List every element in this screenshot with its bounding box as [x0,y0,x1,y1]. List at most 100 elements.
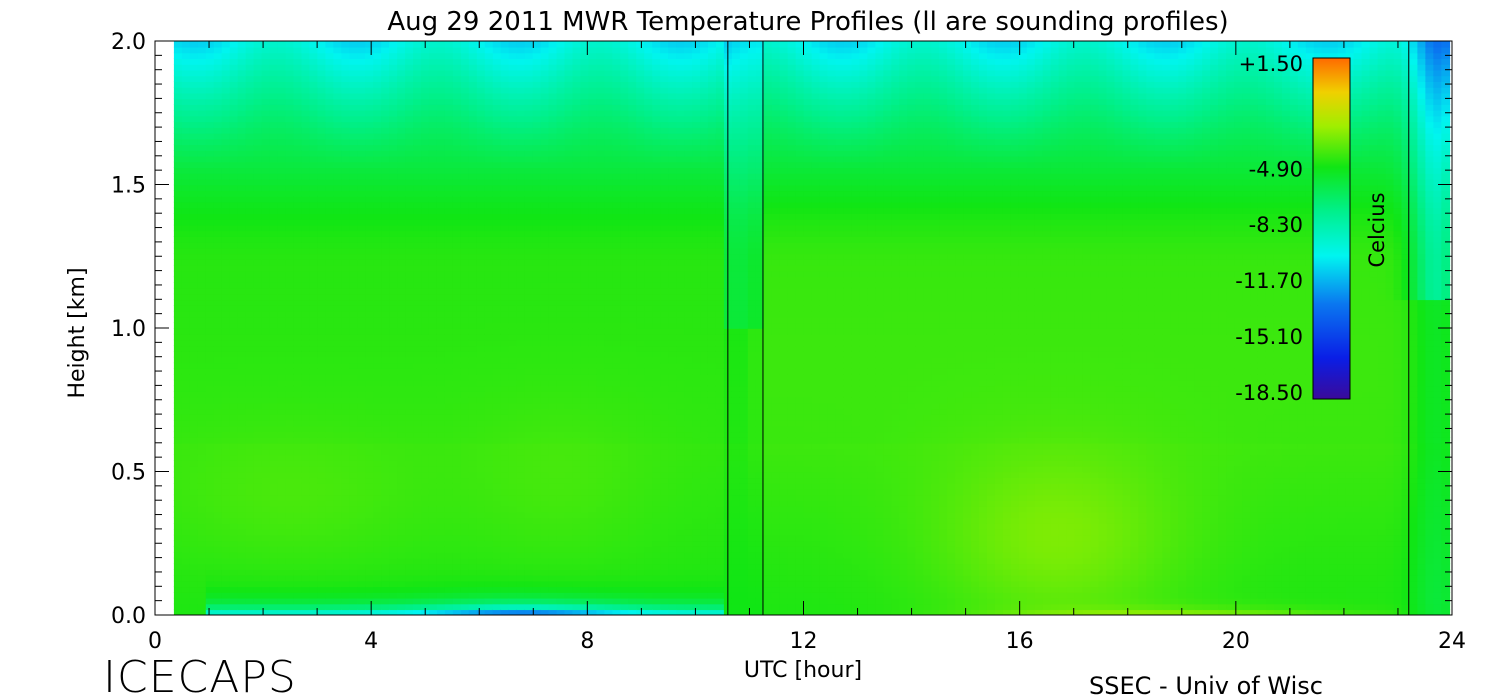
heatmap-cell [205,63,215,71]
heatmap-cell [349,299,359,306]
heatmap-cell [452,402,462,410]
heatmap-cell [484,41,494,48]
heatmap-cell [325,69,335,77]
heatmap-cell [229,396,239,404]
heatmap-cell [556,528,566,536]
heatmap-cell [508,201,518,209]
heatmap-cell [421,86,430,94]
heatmap-cell [492,569,502,576]
heatmap-cell [173,150,183,157]
heatmap-cell [269,385,279,392]
heatmap-cell [444,471,454,479]
heatmap-cell [548,557,558,565]
heatmap-cell [436,350,446,358]
heatmap-cell [181,287,191,295]
heatmap-cell [460,150,470,157]
heatmap-cell [381,299,390,306]
heatmap-cell [245,333,255,341]
heatmap-cell [460,236,470,243]
heatmap-cell [516,127,526,134]
heatmap-cell [460,482,470,490]
heatmap-cell [205,546,215,553]
heatmap-cell [532,195,542,203]
heatmap-cell [564,580,574,588]
heatmap-cell [285,557,295,565]
heatmap-cell [516,482,526,490]
heatmap-cell [532,322,542,329]
heatmap-cell [173,528,183,536]
heatmap-cell [508,264,518,272]
heatmap-cell [460,540,470,547]
heatmap-cell [269,563,279,570]
heatmap-cell [333,264,343,272]
heatmap-cell [293,494,303,501]
heatmap-cell [524,58,534,65]
heatmap-cell [421,46,430,54]
heatmap-cell [333,230,343,237]
heatmap-cell [317,310,327,318]
heatmap-cell [492,322,502,329]
heatmap-cell [564,454,574,461]
heatmap-cell [436,328,446,335]
heatmap-cell [516,230,526,237]
heatmap-cell [333,207,343,214]
heatmap-cell [548,586,558,593]
heatmap-cell [269,356,279,364]
heatmap-cell [285,132,295,140]
heatmap-cell [237,431,247,438]
heatmap-cell [444,293,454,301]
heatmap-cell [389,385,398,392]
heatmap-cell [293,92,303,100]
heatmap-cell [173,534,183,542]
heatmap-cell [205,569,215,576]
heatmap-cell [516,586,526,593]
heatmap-cell [405,454,414,461]
heatmap-cell [476,92,486,100]
heatmap-cell [389,471,398,479]
heatmap-cell [436,316,446,324]
heatmap-cell [556,259,566,266]
heatmap-cell [293,241,303,249]
heatmap-cell [333,178,343,186]
heatmap-cell [253,253,263,260]
heatmap-cell [349,46,359,54]
heatmap-cell [349,563,359,570]
heatmap-cell [397,276,406,283]
heatmap-cell [436,247,446,255]
heatmap-cell [261,402,271,410]
heatmap-cell [213,218,223,226]
heatmap-cell [500,241,510,249]
heatmap-cell [309,247,319,255]
heatmap-cell [229,322,239,329]
heatmap-cell [333,373,343,381]
heatmap-cell [373,356,382,364]
heatmap-cell [413,86,422,94]
heatmap-cell [548,448,558,456]
heatmap-cell [205,442,215,450]
heatmap-cell [397,494,406,501]
heatmap-cell [413,264,422,272]
heatmap-cell [189,511,199,519]
heatmap-cell [357,465,367,473]
heatmap-cell [325,201,335,209]
heatmap-cell [389,167,398,174]
heatmap-cell [269,276,279,283]
heatmap-cell [261,494,271,501]
heatmap-cell [261,69,271,77]
heatmap-cell [397,270,406,278]
heatmap-cell [285,419,295,427]
heatmap-cell [428,287,438,295]
heatmap-cell [373,408,382,415]
heatmap-cell [301,379,311,387]
heatmap-cell [500,488,510,496]
heatmap-cell [508,419,518,427]
heatmap-cell [373,465,382,473]
heatmap-cell [428,396,438,404]
heatmap-cell [389,132,398,140]
heatmap-cell [405,218,414,226]
heatmap-cell [173,328,183,335]
heatmap-cell [508,316,518,324]
heatmap-cell [325,557,335,565]
heatmap-cell [564,482,574,490]
